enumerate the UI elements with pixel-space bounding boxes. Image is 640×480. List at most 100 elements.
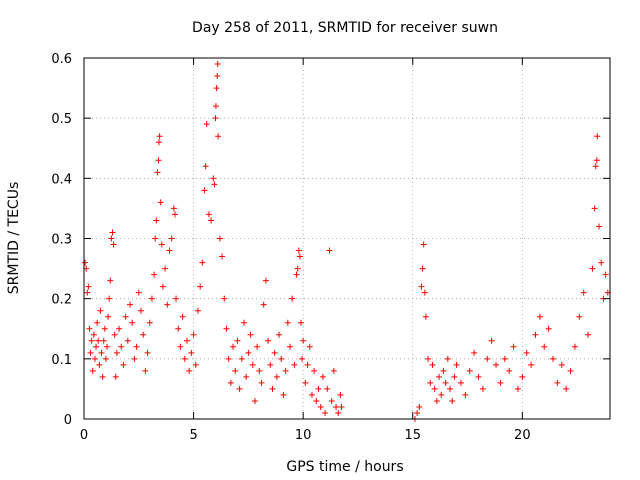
y-tick-label: 0.3 (51, 233, 72, 248)
data-point (271, 349, 278, 356)
data-point (212, 115, 219, 122)
data-point (592, 163, 599, 170)
data-point (181, 355, 188, 362)
data-point (201, 187, 208, 194)
data-point (295, 247, 302, 254)
data-point (589, 265, 596, 272)
data-point (194, 307, 201, 314)
data-point (308, 391, 315, 398)
data-point (501, 355, 508, 362)
data-point (215, 133, 222, 140)
data-point (116, 325, 123, 332)
data-point (238, 355, 245, 362)
x-tick-label: 20 (514, 428, 531, 443)
data-point (162, 265, 169, 272)
data-point (82, 259, 89, 266)
data-point (421, 289, 428, 296)
data-point (86, 325, 93, 332)
data-point (471, 349, 478, 356)
data-point (211, 181, 218, 188)
data-point (326, 247, 333, 254)
data-point (101, 325, 108, 332)
data-point (157, 199, 164, 206)
data-point (154, 169, 161, 176)
data-point (593, 157, 600, 164)
data-point (302, 379, 309, 386)
data-point (440, 367, 447, 374)
data-point (113, 349, 120, 356)
data-point (536, 313, 543, 320)
data-point (88, 337, 95, 344)
data-point (585, 331, 592, 338)
data-point (97, 307, 104, 314)
data-point (306, 343, 313, 350)
data-point (289, 295, 296, 302)
data-point (144, 349, 151, 356)
x-tick-labels: 0 5 10 15 20 (80, 428, 531, 443)
data-point (451, 373, 458, 380)
data-point (488, 337, 495, 344)
data-point (133, 343, 140, 350)
data-point (475, 373, 482, 380)
data-point (205, 211, 212, 218)
data-point (153, 217, 160, 224)
y-tick-labels: 0 0.1 0.2 0.3 0.4 0.5 0.6 (51, 52, 72, 428)
y-axis-label: SRMTID / TECUs (6, 182, 22, 295)
data-point (519, 373, 526, 380)
data-point (166, 247, 173, 254)
y-tick-label: 0.1 (51, 353, 72, 368)
data-point (438, 391, 445, 398)
data-point (294, 265, 301, 272)
data-point (333, 403, 340, 410)
data-point (243, 373, 250, 380)
data-point (262, 277, 269, 284)
data-points (82, 61, 611, 422)
data-point (528, 361, 535, 368)
data-point (315, 385, 322, 392)
data-point (110, 241, 117, 248)
data-point (265, 337, 272, 344)
data-point (567, 367, 574, 374)
data-point (234, 337, 241, 344)
data-point (466, 367, 473, 374)
data-point (278, 355, 285, 362)
data-point (545, 325, 552, 332)
data-point (418, 283, 425, 290)
data-point (106, 295, 113, 302)
data-point (127, 301, 134, 308)
data-point (186, 367, 193, 374)
tick-marks (83, 57, 610, 420)
data-point (208, 217, 215, 224)
data-point (91, 355, 98, 362)
data-point (532, 331, 539, 338)
data-point (90, 331, 97, 338)
data-point (273, 373, 280, 380)
data-point (462, 391, 469, 398)
y-tick-label: 0 (64, 413, 72, 428)
data-point (304, 361, 311, 368)
data-point (84, 289, 91, 296)
data-point (164, 301, 171, 308)
data-point (416, 403, 423, 410)
y-tick-label: 0.6 (51, 52, 72, 67)
data-point (324, 385, 331, 392)
data-point (221, 295, 228, 302)
data-point (96, 361, 103, 368)
y-tick-label: 0.2 (51, 293, 72, 308)
data-point (457, 379, 464, 386)
data-point (420, 241, 427, 248)
data-point (236, 385, 243, 392)
data-point (596, 223, 603, 230)
data-point (330, 367, 337, 374)
data-point (214, 61, 221, 68)
data-point (328, 397, 335, 404)
data-point (179, 313, 186, 320)
data-point (227, 379, 234, 386)
data-point (230, 343, 237, 350)
data-point (479, 385, 486, 392)
data-point (276, 331, 283, 338)
data-point (296, 253, 303, 260)
data-point (152, 235, 159, 242)
data-point (297, 319, 304, 326)
